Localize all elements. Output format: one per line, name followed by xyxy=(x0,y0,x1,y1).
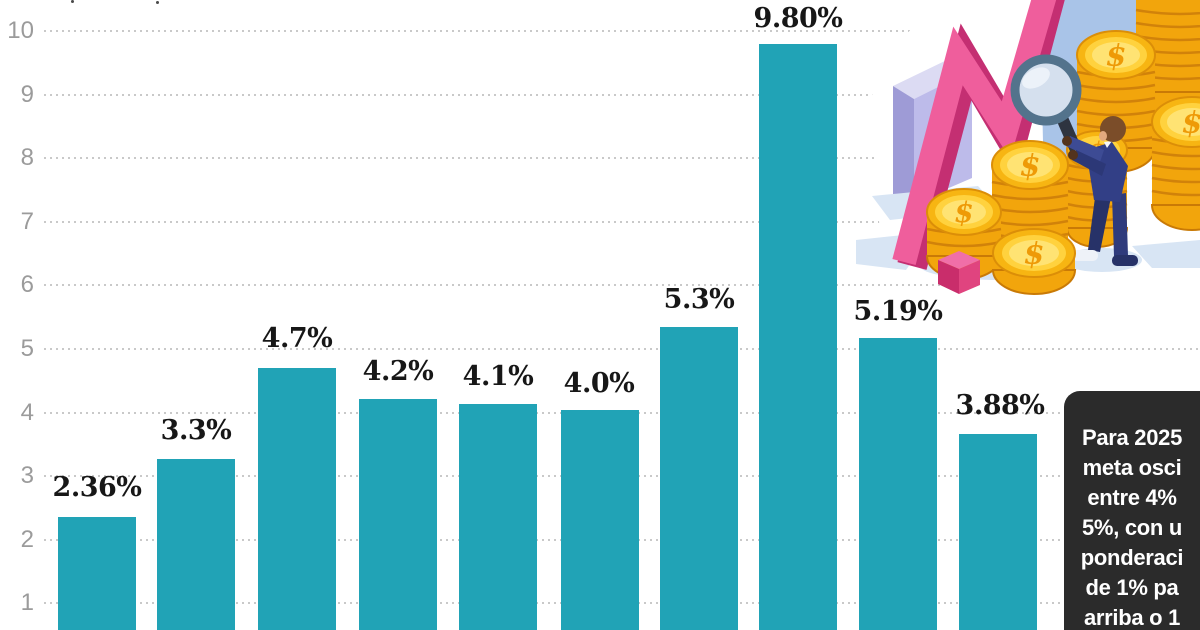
bar xyxy=(859,338,937,630)
gridline-9 xyxy=(44,94,1200,96)
bar-value-label: 9.80% xyxy=(753,3,843,34)
annotation-box: Para 2025 meta osci entre 4% 5%, con u p… xyxy=(1064,391,1200,630)
svg-text:$: $ xyxy=(1106,39,1127,74)
bar-value-label: 4.1% xyxy=(462,361,534,392)
bar-value-label: 2.36% xyxy=(52,472,142,503)
money-analysis-illustration: $ $ $ xyxy=(856,0,1200,295)
svg-text:$: $ xyxy=(1020,149,1041,184)
annotation-line: Para 2025 xyxy=(1081,425,1183,450)
svg-text:$: $ xyxy=(1024,237,1045,272)
annotation-line: 5%, con u xyxy=(1082,515,1182,540)
annotation-line: de 1% pa xyxy=(1085,575,1179,600)
svg-text:$: $ xyxy=(1182,106,1200,141)
gridline-10 xyxy=(44,30,1200,32)
y-axis-tick: 9 xyxy=(20,81,34,108)
bar xyxy=(58,517,136,630)
y-axis-tick: 4 xyxy=(20,399,34,426)
bar-value-label: 4.7% xyxy=(261,323,333,354)
y-axis-tick: 8 xyxy=(20,144,34,171)
bar-value-label: 4.2% xyxy=(362,356,434,387)
y-axis-tick: 10 xyxy=(7,17,34,44)
y-axis-tick: 1 xyxy=(20,589,34,616)
svg-text:$: $ xyxy=(954,196,973,229)
y-axis-tick: 5 xyxy=(20,335,34,362)
y-axis-tick: 2 xyxy=(20,526,34,553)
coin-stack-icon: $ xyxy=(1150,96,1200,231)
businessman-icon xyxy=(1062,116,1138,266)
gridline-8 xyxy=(44,157,1200,159)
gridline-5 xyxy=(44,348,1200,350)
bar-value-label: 3.88% xyxy=(955,390,1045,421)
bar-value-label: 5.19% xyxy=(853,296,943,327)
bar xyxy=(959,434,1037,630)
y-axis-tick: 6 xyxy=(20,271,34,298)
annotation-line: meta osci xyxy=(1082,455,1182,480)
bar xyxy=(561,410,639,630)
bar-value-label: 3.3% xyxy=(160,415,232,446)
magnifying-glass-icon xyxy=(1010,54,1082,153)
coin-icon: $ xyxy=(991,228,1077,295)
annotation-line: entre 4% xyxy=(1087,485,1177,510)
clipped-title-remnant xyxy=(71,0,74,3)
bar xyxy=(759,44,837,630)
gridline-6 xyxy=(44,284,1200,286)
bar xyxy=(157,459,235,630)
bar-value-label: 4.0% xyxy=(563,368,635,399)
pink-cube-icon xyxy=(938,251,980,294)
y-axis-tick: 7 xyxy=(20,208,34,235)
clipped-title-remnant xyxy=(156,1,159,4)
bar xyxy=(459,404,537,630)
bar xyxy=(258,368,336,630)
bar xyxy=(660,327,738,630)
annotation-line: arriba o 1 xyxy=(1083,605,1181,630)
bar-value-label: 5.3% xyxy=(663,284,735,315)
bar xyxy=(359,399,437,630)
platform-shadow xyxy=(1132,240,1200,268)
gridline-7 xyxy=(44,221,1200,223)
y-axis-tick: 3 xyxy=(20,462,34,489)
annotation-line: ponderaci xyxy=(1080,545,1184,570)
